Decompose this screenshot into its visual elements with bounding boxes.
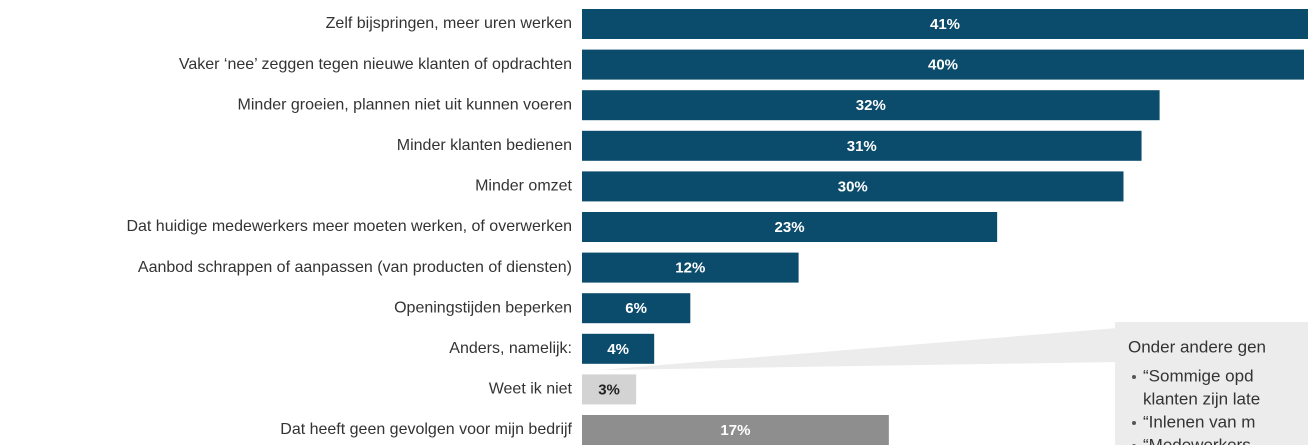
value-label: 3%: [598, 381, 620, 398]
callout: Onder andere gen “Sommige opd klanten zijn…: [1128, 337, 1266, 445]
bullet: [1132, 421, 1136, 425]
value-label: 40%: [928, 57, 958, 74]
bar: [582, 415, 889, 445]
category-label: Zelf bijspringen, meer uren werken: [326, 15, 572, 32]
callout-title: Onder andere gen: [1128, 337, 1266, 356]
category-label: Weet ik niet: [489, 381, 573, 398]
value-label: 4%: [607, 341, 629, 358]
bar: [582, 171, 1124, 202]
value-label: 31%: [847, 138, 877, 155]
bar: [582, 130, 1142, 161]
callout-item: “Inlenen van m: [1143, 412, 1255, 431]
callout-box: [1115, 322, 1308, 445]
bar: [582, 49, 1304, 80]
bar: [582, 252, 799, 283]
value-label: 12%: [675, 260, 705, 277]
category-label: Openingstijden beperken: [394, 299, 572, 316]
callout-item: “Medewerkers: [1143, 435, 1251, 445]
callout-item: klanten zijn late: [1143, 389, 1260, 408]
value-label: 23%: [775, 219, 805, 236]
bar: [582, 90, 1160, 121]
category-label: Aanbod schrappen of aanpassen (van produ…: [138, 259, 572, 276]
category-label: Anders, namelijk:: [449, 340, 572, 357]
bar: [582, 212, 998, 242]
bar: [582, 9, 1308, 39]
value-label: 32%: [856, 97, 886, 114]
category-label: Dat huidige medewerkers meer moeten werk…: [126, 218, 572, 235]
bar: [582, 293, 691, 324]
callout-pointer: [600, 328, 1118, 370]
value-label: 17%: [720, 422, 750, 439]
value-label: 6%: [625, 300, 647, 317]
value-label: 41%: [930, 16, 960, 33]
bars: Zelf bijspringen, meer uren werken 41% Vak…: [126, 9, 1308, 445]
category-label: Minder omzet: [475, 178, 572, 195]
category-label: Dat heeft geen gevolgen voor mijn bedrij…: [280, 421, 572, 438]
category-label: Vaker ‘nee’ zeggen tegen nieuwe klanten …: [179, 56, 572, 73]
bullet: [1132, 375, 1136, 379]
bar: [582, 374, 637, 405]
value-label: 30%: [838, 178, 868, 195]
bar: [582, 333, 655, 364]
category-label: Minder klanten bedienen: [397, 137, 572, 154]
callout-item: “Sommige opd: [1143, 366, 1254, 385]
category-label: Minder groeien, plannen niet uit kunnen …: [238, 96, 572, 113]
